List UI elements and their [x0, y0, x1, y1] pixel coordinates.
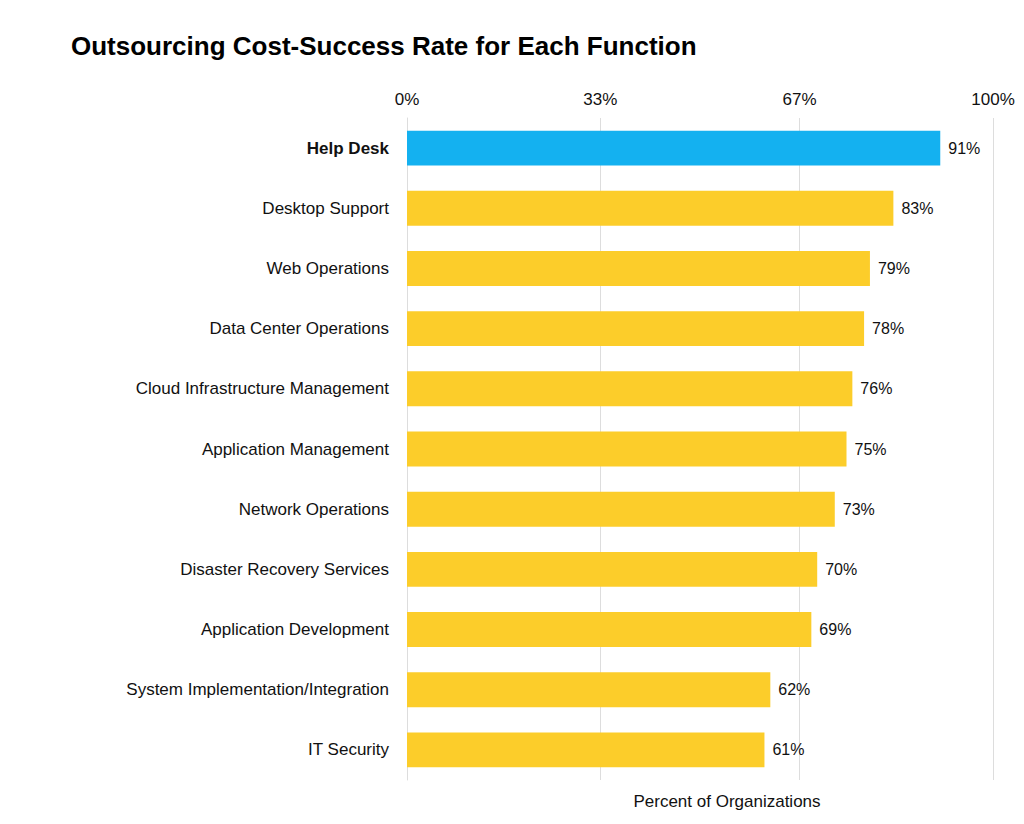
svg-text:Data Center Operations: Data Center Operations [209, 319, 389, 338]
svg-text:83%: 83% [901, 200, 933, 217]
svg-text:75%: 75% [855, 441, 887, 458]
svg-text:Percent of Organizations: Percent of Organizations [633, 792, 820, 811]
svg-text:33%: 33% [583, 90, 617, 109]
svg-text:IT Security: IT Security [308, 740, 389, 759]
svg-text:100%: 100% [971, 90, 1014, 109]
svg-text:78%: 78% [872, 320, 904, 337]
svg-text:91%: 91% [948, 140, 980, 157]
svg-text:Network Operations: Network Operations [239, 500, 389, 519]
svg-text:62%: 62% [778, 681, 810, 698]
svg-text:67%: 67% [783, 90, 817, 109]
svg-text:Help Desk: Help Desk [307, 139, 390, 158]
svg-text:0%: 0% [395, 90, 420, 109]
svg-text:76%: 76% [860, 380, 892, 397]
svg-text:70%: 70% [825, 561, 857, 578]
svg-text:Disaster Recovery Services: Disaster Recovery Services [180, 560, 389, 579]
svg-text:79%: 79% [878, 260, 910, 277]
svg-text:Application Management: Application Management [202, 440, 389, 459]
svg-text:Application Development: Application Development [201, 620, 389, 639]
svg-text:Outsourcing Cost-Success Rate: Outsourcing Cost-Success Rate for Each F… [71, 31, 697, 61]
svg-text:System Implementation/Integrat: System Implementation/Integration [126, 680, 389, 699]
svg-text:Desktop Support: Desktop Support [262, 199, 389, 218]
svg-text:73%: 73% [843, 501, 875, 518]
svg-text:Cloud Infrastructure Managemen: Cloud Infrastructure Management [136, 379, 390, 398]
svg-text:69%: 69% [819, 621, 851, 638]
svg-text:61%: 61% [772, 741, 804, 758]
svg-text:Web Operations: Web Operations [266, 259, 389, 278]
